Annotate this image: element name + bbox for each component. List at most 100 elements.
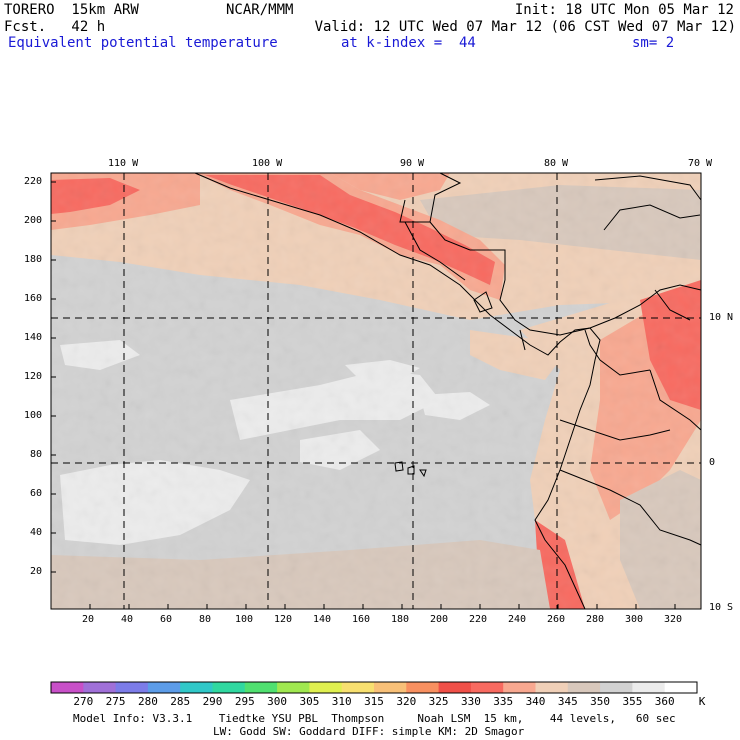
colorbar-swatch — [664, 682, 698, 693]
colorbar-level-label: 285 — [170, 695, 191, 708]
border-pa-co — [584, 329, 651, 376]
colorbar-level-label: 325 — [428, 695, 449, 708]
colorbar-swatch — [600, 682, 633, 693]
colorbar-frame — [50, 681, 698, 694]
border-co-ve — [649, 369, 702, 431]
y-tick-label: 80 — [30, 449, 43, 460]
axis-ticks — [51, 181, 676, 609]
x-tick-label: 100 — [235, 614, 254, 625]
y-tick-label: 140 — [24, 332, 43, 343]
colorbar-swatch — [83, 682, 117, 693]
colorbar-swatch — [244, 682, 278, 693]
colorbar-level-label: 295 — [234, 695, 255, 708]
colorbar-swatch — [212, 682, 246, 693]
colorbar-swatch — [438, 682, 472, 693]
colorbar-level-label: 360 — [654, 695, 675, 708]
colorbar-level-label: 305 — [299, 695, 320, 708]
x-tick-label: 280 — [586, 614, 605, 625]
plot-frame — [50, 172, 702, 610]
y-tick-label: 200 — [24, 215, 43, 226]
colorbar-swatch — [341, 682, 375, 693]
pacific-coastline — [194, 172, 601, 610]
colorbar-swatch — [406, 682, 440, 693]
field-texture — [51, 173, 701, 609]
model-info-line1: Model Info: V3.3.1 Tiedtke YSU PBL Thomp… — [73, 712, 676, 725]
y-tick-label: 220 — [24, 176, 43, 187]
colorbar-level-label: 350 — [590, 695, 611, 708]
colorbar-level-label: 270 — [73, 695, 94, 708]
colorbar-swatch — [309, 682, 343, 693]
lat-label: 10 S — [709, 602, 734, 613]
x-tick-label: 180 — [391, 614, 410, 625]
x-tick-label: 80 — [199, 614, 212, 625]
colorbar-swatch — [277, 682, 310, 693]
border-cr-pa — [519, 329, 526, 351]
colorbar-unit: K — [698, 695, 706, 708]
model-title: TORERO 15km ARW — [4, 2, 139, 18]
lat-label: 10 N — [709, 312, 734, 323]
x-tick-label: 260 — [547, 614, 566, 625]
valid-time: Valid: 12 UTC Wed 07 Mar 12 (06 CST Wed … — [314, 19, 736, 35]
colorbar-level-label: 300 — [267, 695, 288, 708]
x-tick-label: 60 — [160, 614, 173, 625]
y-tick-label: 180 — [24, 254, 43, 265]
lon-label: 100 W — [252, 158, 283, 169]
y-tick-label: 20 — [30, 566, 43, 577]
x-tick-label: 320 — [664, 614, 683, 625]
colorbar-level-label: 330 — [460, 695, 481, 708]
lon-label: 90 W — [400, 158, 425, 169]
smoothing-label: sm= 2 — [632, 35, 675, 51]
colorbar-swatch — [51, 682, 84, 693]
colorbar-level-label: 310 — [331, 695, 352, 708]
colorbar-swatch — [470, 682, 504, 693]
lon-label: 70 W — [688, 158, 713, 169]
border-ve — [654, 289, 691, 321]
x-tick-label: 20 — [82, 614, 95, 625]
colorbar-level-label: 315 — [364, 695, 384, 708]
colorbar-level-label: 320 — [396, 695, 417, 708]
colorbar-swatch — [503, 682, 536, 693]
theta-e-field — [51, 173, 701, 609]
colorbar-level-label: 275 — [105, 695, 126, 708]
agency-label: NCAR/MMM — [226, 2, 294, 18]
y-tick-label: 100 — [24, 410, 43, 421]
y-tick-label: 120 — [24, 371, 43, 382]
greater-antilles — [594, 175, 702, 201]
colorbar-swatch — [115, 682, 149, 693]
field-name: Equivalent potential temperature — [8, 35, 278, 51]
y-tick-label: 40 — [30, 527, 43, 538]
x-tick-label: 120 — [274, 614, 293, 625]
colorbar-level-label: 345 — [557, 695, 578, 708]
forecast-hour: Fcst. 42 h — [4, 19, 106, 35]
x-tick-label: 240 — [508, 614, 527, 625]
lon-label: 80 W — [544, 158, 569, 169]
colorbar-level-label: 280 — [137, 695, 158, 708]
colorbar-swatch — [147, 682, 181, 693]
colorbar-level-label: 340 — [525, 695, 546, 708]
hispaniola — [603, 204, 701, 231]
galapagos-islands — [394, 461, 427, 478]
x-tick-label: 160 — [352, 614, 371, 625]
lat-label: 0 — [709, 457, 716, 468]
lake-nicaragua — [473, 291, 493, 313]
colorbar-level-label: 290 — [202, 695, 223, 708]
colorbar-swatch — [567, 682, 601, 693]
border-co-ec — [559, 419, 671, 441]
y-tick-label: 60 — [30, 488, 43, 499]
coastlines — [194, 172, 702, 610]
border-ec-pe — [559, 469, 702, 546]
colorbar-level-label: 335 — [493, 695, 514, 708]
border-belize — [429, 221, 471, 251]
colorbar-level-label: 355 — [622, 695, 643, 708]
level-index: at k-index = 44 — [341, 35, 476, 51]
yucatan-coast — [399, 172, 462, 223]
model-info-line2: LW: Godd SW: Goddard DIFF: simple KM: 2D… — [213, 725, 525, 738]
colorbar-swatch — [535, 682, 569, 693]
x-tick-label: 300 — [625, 614, 644, 625]
x-tick-label: 40 — [121, 614, 134, 625]
caribbean-coastline — [470, 249, 702, 336]
x-tick-label: 220 — [469, 614, 488, 625]
colorbar-swatch — [632, 682, 666, 693]
